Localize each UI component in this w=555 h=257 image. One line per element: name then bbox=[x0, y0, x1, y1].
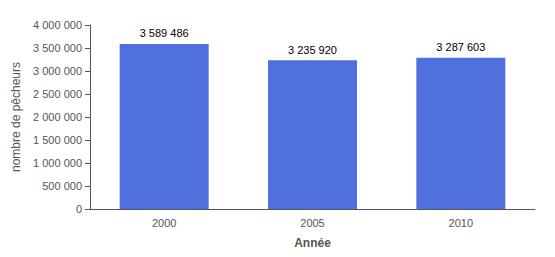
svg-text:3 500 000: 3 500 000 bbox=[33, 42, 82, 54]
svg-text:Année: Année bbox=[294, 236, 331, 250]
svg-text:500 000: 500 000 bbox=[42, 180, 82, 192]
svg-text:2000: 2000 bbox=[152, 217, 176, 229]
svg-text:nombre de pêcheurs: nombre de pêcheurs bbox=[9, 62, 23, 172]
svg-text:1 000 000: 1 000 000 bbox=[33, 157, 82, 169]
svg-text:3 287 603: 3 287 603 bbox=[436, 41, 485, 53]
svg-text:3 589 486: 3 589 486 bbox=[140, 27, 189, 39]
svg-text:2005: 2005 bbox=[300, 217, 324, 229]
svg-text:3 000 000: 3 000 000 bbox=[33, 65, 82, 77]
svg-text:2010: 2010 bbox=[449, 217, 473, 229]
svg-text:0: 0 bbox=[76, 203, 82, 215]
svg-text:2 500 000: 2 500 000 bbox=[33, 88, 82, 100]
svg-text:4 000 000: 4 000 000 bbox=[33, 19, 82, 31]
svg-text:2 000 000: 2 000 000 bbox=[33, 111, 82, 123]
svg-text:1 500 000: 1 500 000 bbox=[33, 134, 82, 146]
svg-text:3 235 920: 3 235 920 bbox=[288, 44, 337, 56]
